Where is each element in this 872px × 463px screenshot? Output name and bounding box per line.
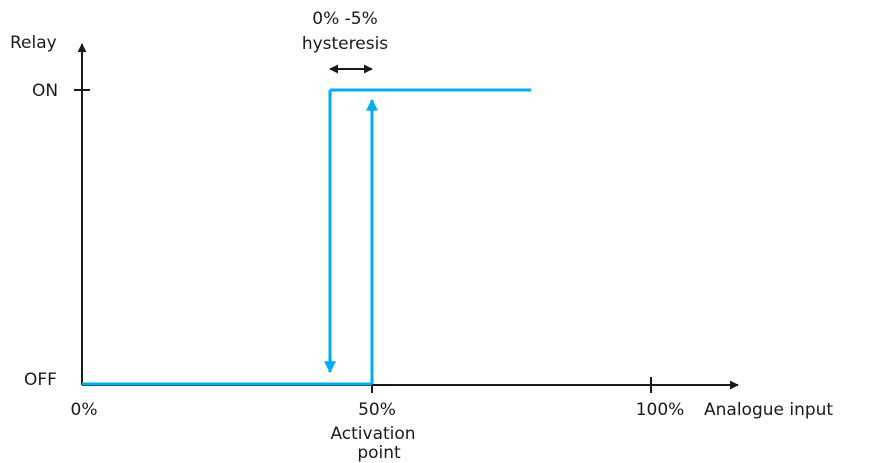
y-axis-label: Relay <box>10 33 57 53</box>
y-tick-label-on: ON <box>32 81 58 101</box>
y-tick-label-off: OFF <box>24 370 57 390</box>
hysteresis-label-line2: hysteresis <box>302 34 388 54</box>
activation-label-line1: Activation <box>330 424 415 444</box>
x-tick-label-0: 0% <box>71 400 98 420</box>
x-tick-label-100: 100% <box>636 400 685 420</box>
x-axis-label: Analogue input <box>704 400 833 420</box>
activation-label-line2: point <box>357 443 401 463</box>
x-tick-label-50: 50% <box>358 400 396 420</box>
hysteresis-label-line1: 0% -5% <box>312 9 377 29</box>
